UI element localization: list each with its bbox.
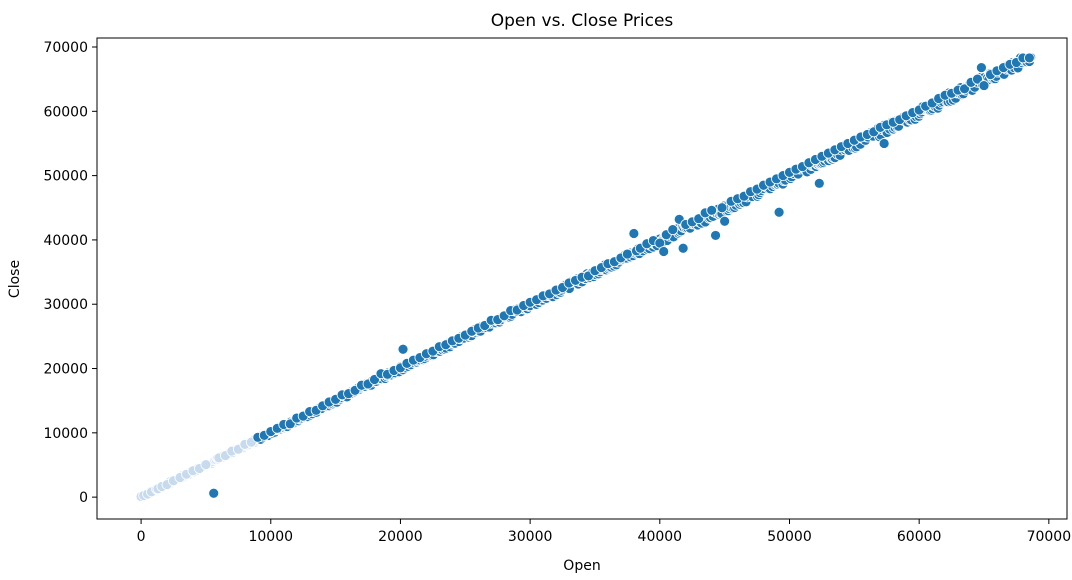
x-tick-label: 40000 [638,529,683,545]
y-tick-label: 40000 [43,233,88,249]
data-point [628,228,640,239]
data-point [706,204,718,216]
data-point [397,343,409,355]
data-point [959,83,970,95]
y-axis-label: Close [7,260,23,298]
x-tick-label: 10000 [248,529,293,545]
y-tick-label: 50000 [43,169,88,185]
x-tick-label: 60000 [897,529,942,545]
data-point [658,246,670,257]
x-tick-label: 20000 [378,529,423,545]
data-point [677,242,689,254]
plot-frame [96,37,1068,520]
y-tick-label: 20000 [43,362,88,378]
y-tick-label: 0 [79,490,88,506]
chart-title: Open vs. Close Prices [491,11,674,31]
data-point [716,202,728,214]
data-point [1023,52,1035,64]
data-point [667,224,679,236]
data-point [978,80,990,91]
y-tick-label: 30000 [43,297,88,313]
y-tick-label: 60000 [43,104,88,120]
y-axis: 0 10000 20000 30000 40000 50000 60000 70000 [43,40,97,506]
scatter-points [135,52,1037,503]
data-point [621,248,633,260]
x-tick-label: 30000 [508,529,553,545]
data-point [813,177,825,189]
data-point [878,138,890,149]
data-point [976,62,987,73]
x-axis-label: Open [563,558,600,574]
data-point [208,487,220,499]
data-point [773,206,785,218]
x-tick-label: 70000 [1027,529,1072,545]
x-tick-label: 0 [137,529,146,545]
y-tick-label: 70000 [43,40,88,56]
data-point [710,230,721,241]
data-point [200,459,212,471]
data-point [719,215,731,227]
x-axis: 0 10000 20000 30000 40000 50000 60000 70000 [137,519,1071,545]
x-tick-label: 50000 [767,529,812,545]
data-point [972,73,983,85]
y-tick-label: 10000 [43,426,88,442]
